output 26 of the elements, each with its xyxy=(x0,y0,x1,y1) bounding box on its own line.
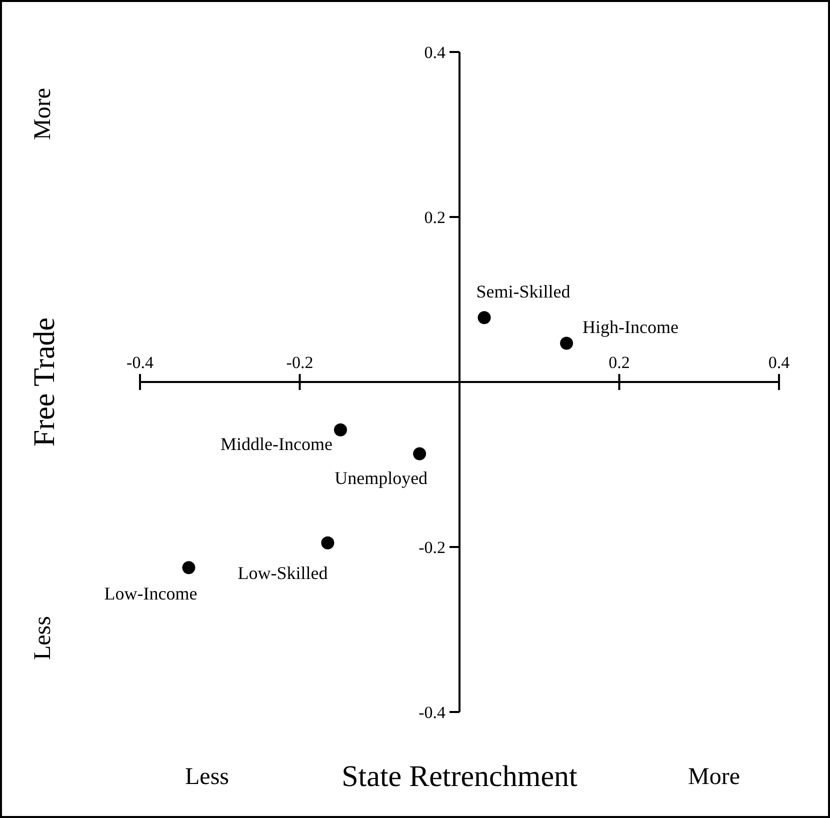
text: More xyxy=(688,764,740,790)
annotation: Low-Income xyxy=(104,584,198,604)
point xyxy=(560,336,574,350)
y-tick-label: -0.2 xyxy=(418,538,446,557)
point xyxy=(321,536,334,550)
point xyxy=(182,561,196,574)
annotation: Low-Skilled xyxy=(238,562,328,583)
annotation: Semi-Skilled xyxy=(476,282,570,302)
x-tick-label: 0.2 xyxy=(608,353,630,372)
y-tick-label: 0.4 xyxy=(424,42,446,62)
x-axis-title: State Retrenchment xyxy=(342,760,578,793)
point xyxy=(478,311,491,324)
x-tick-label: 0.4 xyxy=(768,353,790,372)
x-tick-label: -0.2 xyxy=(286,353,314,372)
y-tick-label: -0.4 xyxy=(418,702,446,722)
y-axis-title: Free Trade xyxy=(28,317,61,447)
annotation: Unemployed xyxy=(334,468,428,488)
text: Less xyxy=(185,764,229,790)
y-tick-label: 0.2 xyxy=(424,208,446,227)
text: Less xyxy=(30,616,56,660)
x-tick-label: -0.4 xyxy=(126,353,154,372)
annotation: Middle-Income xyxy=(220,434,332,454)
point xyxy=(413,447,426,460)
annotation: High-Income xyxy=(582,317,679,338)
text: More xyxy=(30,88,56,140)
point xyxy=(334,423,347,436)
